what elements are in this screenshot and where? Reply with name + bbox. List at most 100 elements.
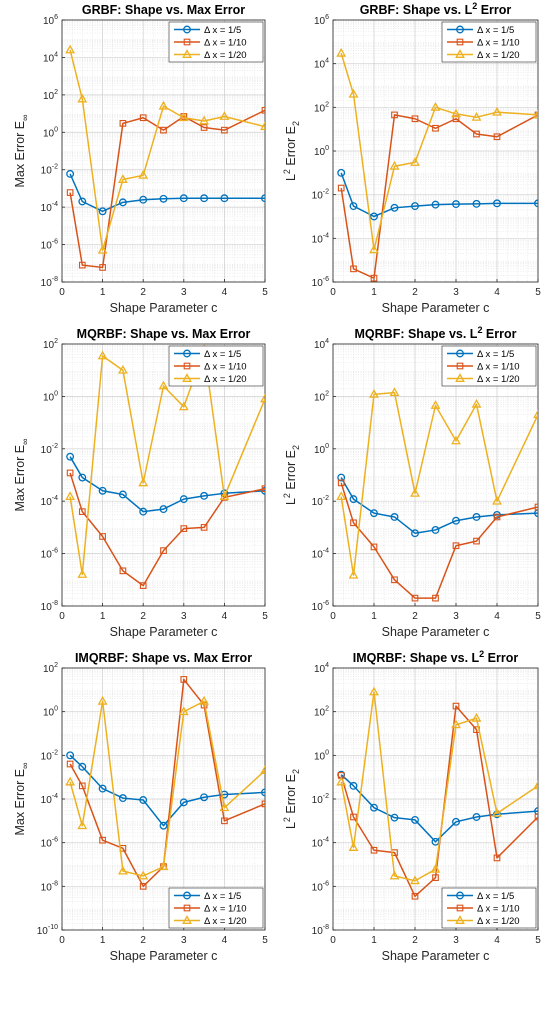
legend-label: Δ x = 1/5: [204, 25, 241, 36]
data-point-s2: [221, 817, 228, 825]
x-tick-label: 1: [100, 935, 106, 946]
data-point-s1: [118, 198, 127, 207]
data-point-s3: [430, 102, 441, 111]
data-point-s1: [411, 815, 419, 824]
data-point-s1: [200, 194, 209, 203]
data-point-s3: [410, 487, 420, 497]
data-point-s3: [471, 398, 482, 408]
series-line-1: [69, 754, 265, 827]
data-point-s2: [452, 702, 460, 710]
x-tick-label: 3: [181, 287, 187, 298]
y-tick-label: 104: [314, 58, 329, 71]
data-point-s3: [430, 864, 441, 873]
data-point-s1: [534, 509, 538, 518]
x-tick-label: 0: [330, 935, 336, 946]
data-point-s1: [139, 507, 148, 516]
series-group: [65, 344, 265, 589]
series-line-3: [340, 53, 538, 251]
y-tick-label: 100: [314, 443, 329, 456]
y-tick-label: 10-4: [312, 837, 329, 850]
data-point-s3: [219, 111, 230, 120]
legend-label: Δ x = 1/10: [477, 38, 520, 49]
data-point-s3: [336, 776, 347, 786]
axes-frame: [332, 343, 539, 607]
data-point-s2: [370, 846, 378, 854]
y-tick-label: 102: [43, 338, 58, 351]
data-point-s1: [98, 486, 107, 495]
y-axis-label: L2 Error E2: [282, 445, 301, 505]
series-line-2: [69, 109, 265, 269]
x-tick-label: 1: [371, 611, 377, 622]
data-point-s2: [370, 274, 378, 282]
y-tick-label: 100: [314, 145, 329, 158]
y-tick-label: 10-6: [41, 239, 58, 252]
data-point-s2: [370, 543, 378, 551]
data-point-s3: [97, 244, 108, 254]
data-point-s1: [66, 169, 75, 178]
legend-marker: [456, 25, 464, 34]
x-tick-label: 1: [371, 935, 377, 946]
data-point-s3: [451, 719, 461, 729]
series-line-3: [69, 49, 265, 251]
data-point-s3: [77, 569, 88, 578]
y-tick-label: 10-2: [312, 189, 329, 202]
x-tick-label: 2: [412, 287, 418, 298]
legend: Δ x = 1/5 Δ x = 1/10Δ x = 1/20: [441, 887, 537, 929]
legend-label: Δ x = 1/20: [477, 916, 520, 927]
x-tick-label: 3: [453, 611, 459, 622]
chart-panel-3: 0 1 2 3 4 5 10-8 10-6 10-4 10-2 100 102 MQRBF: Shape…: [13, 327, 268, 639]
data-point-s1: [78, 473, 87, 482]
chart-title: IMQRBF: Shape vs. Max Error: [75, 651, 252, 665]
y-tick-label: 10-2: [312, 793, 329, 806]
data-point-s1: [493, 199, 501, 208]
data-point-s2: [160, 547, 167, 554]
data-point-s3: [117, 364, 128, 374]
series-line-3: [69, 349, 265, 576]
legend-label: Δ x = 1/10: [477, 904, 520, 915]
data-point-s3: [260, 765, 265, 775]
series-line-2: [69, 678, 265, 888]
chart-title: MQRBF: Shape vs. L2 Error: [355, 325, 517, 341]
legend-label: Δ x = 1/20: [477, 50, 520, 61]
data-point-s1: [220, 194, 229, 203]
y-tick-label: 10-4: [41, 495, 58, 508]
series-line-1: [69, 173, 265, 213]
x-tick-label: 2: [140, 287, 146, 298]
y-tick-label: 10-4: [41, 201, 58, 214]
data-point-s1: [159, 821, 168, 830]
x-tick-label: 4: [494, 287, 500, 298]
legend-marker: [183, 38, 191, 46]
data-point-s1: [349, 202, 358, 211]
data-point-s2: [411, 115, 419, 123]
y-tick-label: 10-2: [312, 495, 329, 508]
data-point-s2: [534, 503, 538, 511]
legend-label: Δ x = 1/10: [477, 362, 520, 373]
y-tick-label: 10-6: [41, 548, 58, 561]
legend-marker: [456, 904, 464, 912]
y-tick-label: 10-10: [37, 924, 58, 937]
data-point-s1: [78, 762, 87, 771]
chart-title: GRBF: Shape vs. L2 Error: [360, 1, 512, 17]
data-point-s1: [472, 513, 481, 521]
data-point-s2: [119, 120, 127, 127]
data-point-s3: [533, 109, 538, 119]
data-point-s1: [337, 168, 346, 177]
data-point-s3: [451, 435, 461, 445]
y-axis-label: L2 Error E2: [282, 769, 301, 829]
data-point-s3: [492, 106, 502, 116]
x-tick-label: 2: [412, 611, 418, 622]
x-tick-label: 2: [140, 611, 146, 622]
x-tick-label: 3: [181, 935, 187, 946]
data-point-s3: [369, 244, 379, 254]
data-point-s2: [411, 594, 419, 602]
data-point-s2: [391, 111, 398, 119]
data-point-s2: [493, 854, 501, 862]
data-point-s1: [261, 194, 265, 203]
data-point-s1: [452, 817, 460, 826]
y-tick-label: 100: [43, 706, 58, 719]
legend-marker: [183, 25, 191, 34]
data-point-s3: [389, 870, 400, 880]
data-point-s1: [390, 513, 399, 521]
legend: Δ x = 1/5 Δ x = 1/10Δ x = 1/20: [441, 21, 537, 63]
y-axis-label: Max Error E∞: [13, 438, 30, 511]
